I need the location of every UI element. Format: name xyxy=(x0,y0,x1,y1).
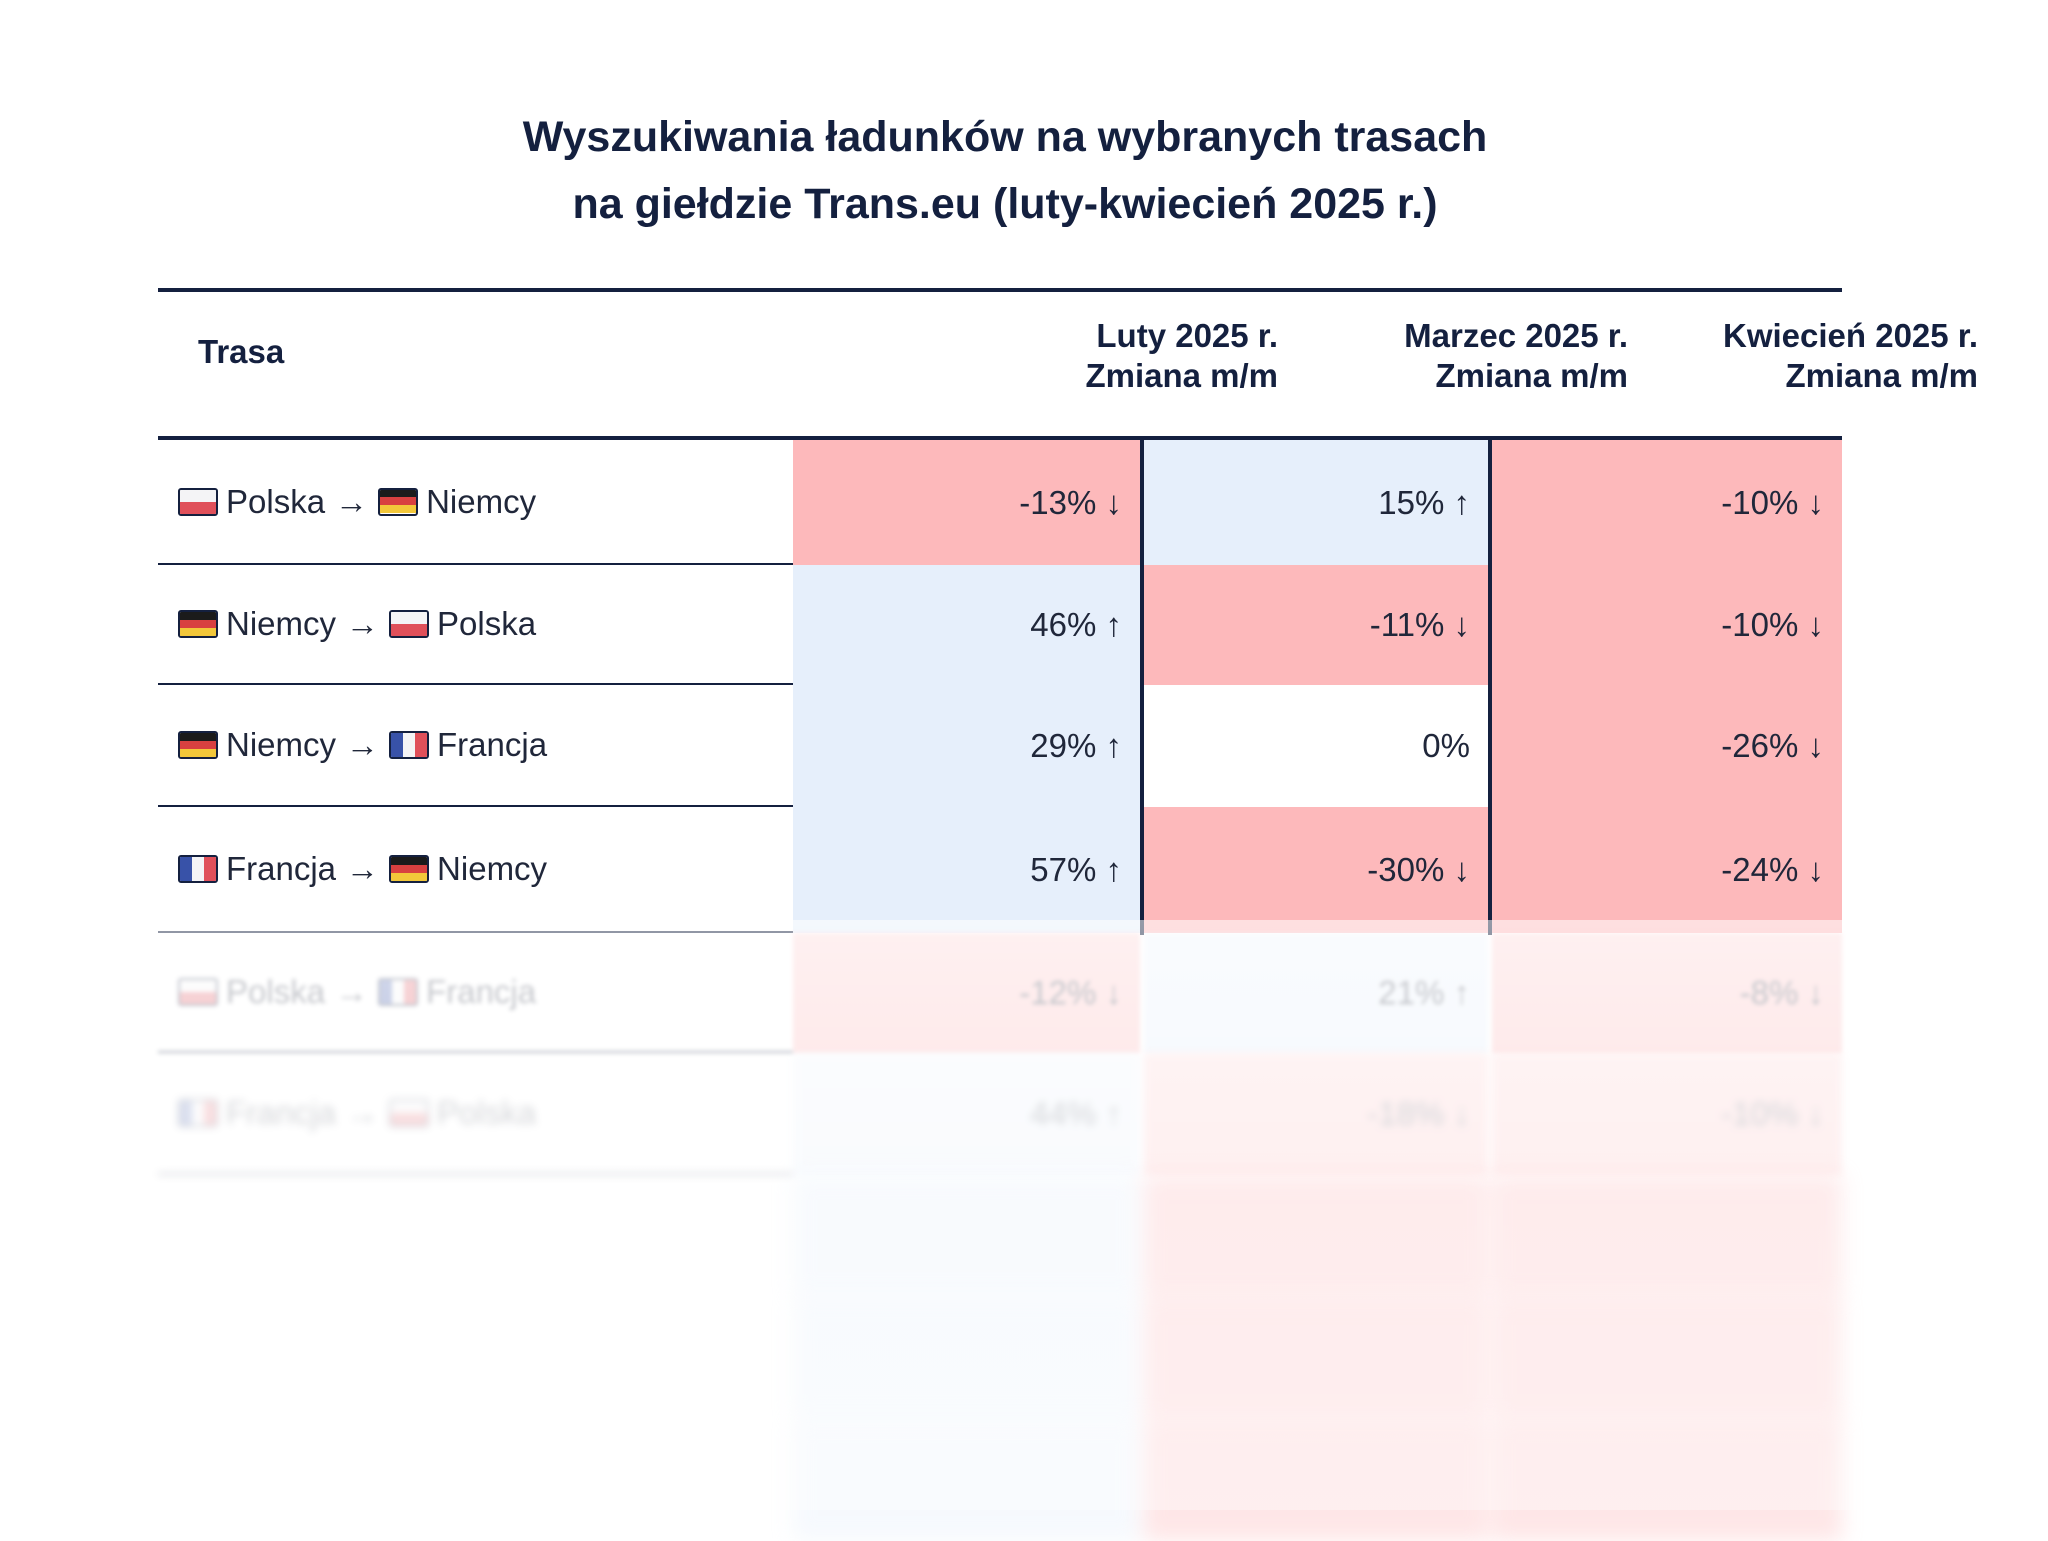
route-cell-obscured xyxy=(158,1175,793,1297)
table-row: Francja → Polska 44% ↑ -18% ↓ -10% ↓ xyxy=(158,1053,1842,1175)
title-line-2: na giełdzie Trans.eu (luty-kwiecień 2025… xyxy=(572,180,1438,228)
march-change-cell: -11% ↓ xyxy=(1144,565,1488,685)
route-origin: Niemcy xyxy=(226,726,337,763)
route-cell-obscured xyxy=(158,1297,793,1419)
route-cell: Polska → Niemcy xyxy=(158,440,793,565)
poland-flag-icon xyxy=(178,978,218,1006)
value-cell-obscured xyxy=(793,1297,1140,1419)
april-change-cell: -10% ↓ xyxy=(1492,440,1842,565)
title-line-1: Wyszukiwania ładunków na wybranych trasa… xyxy=(522,113,1488,161)
march-change-cell: -30% ↓ xyxy=(1144,807,1488,933)
march-change-cell: 0% xyxy=(1144,685,1488,807)
march-change-cell: -18% ↓ xyxy=(1144,1053,1488,1175)
germany-flag-icon xyxy=(178,731,218,759)
april-change-cell: -26% ↓ xyxy=(1492,685,1842,807)
route-arrow-icon: → xyxy=(346,605,380,642)
column-separator-mar-apr xyxy=(1488,440,1492,935)
column-separator-feb-mar xyxy=(1140,440,1144,935)
header-bottom-rule xyxy=(158,436,1842,440)
value-cell-obscured xyxy=(793,1419,1140,1541)
table-top-rule xyxy=(158,288,1842,292)
route-destination: Polska xyxy=(437,1094,537,1131)
march-change-cell: 15% ↑ xyxy=(1144,440,1488,565)
table-row: Polska → Francja -12% ↓ 21% ↑ -8% ↓ xyxy=(158,933,1842,1053)
header-april-line2: Zmiana m/m xyxy=(1785,357,1978,394)
value-cell-obscured xyxy=(1492,1297,1842,1419)
value-cell-obscured xyxy=(1144,1175,1488,1297)
header-route: Trasa xyxy=(198,333,285,370)
table-row: Francja → Niemcy 57% ↑ -30% ↓ -24% ↓ xyxy=(158,807,1842,933)
february-change-cell: -12% ↓ xyxy=(793,933,1140,1053)
germany-flag-icon xyxy=(378,487,419,516)
april-change-cell: -8% ↓ xyxy=(1492,933,1842,1053)
header-april: Kwiecień 2025 r. Zmiana m/m xyxy=(1498,316,1978,396)
route-cell: Niemcy → Polska xyxy=(158,565,793,685)
table-row: Niemcy → Polska 46% ↑ -11% ↓ -10% ↓ xyxy=(158,565,1842,685)
route-origin: Niemcy xyxy=(226,605,337,642)
header-march: Marzec 2025 r. Zmiana m/m xyxy=(1148,316,1628,396)
route-origin: Polska xyxy=(226,973,326,1010)
route-arrow-icon: → xyxy=(346,726,380,763)
april-change-cell: -24% ↓ xyxy=(1492,807,1842,933)
march-change-cell: 21% ↑ xyxy=(1144,933,1488,1053)
route-destination: Niemcy xyxy=(437,850,548,887)
february-change-cell: -13% ↓ xyxy=(793,440,1140,565)
header-february: Luty 2025 r. Zmiana m/m xyxy=(798,316,1278,396)
route-arrow-icon: → xyxy=(346,850,380,887)
header-march-line2: Zmiana m/m xyxy=(1435,357,1628,394)
germany-flag-icon xyxy=(389,855,430,883)
route-destination: Niemcy xyxy=(426,482,537,520)
header-april-line1: Kwiecień 2025 r. xyxy=(1723,317,1978,354)
france-flag-icon xyxy=(389,731,430,759)
table-row-obscured xyxy=(158,1419,1842,1541)
value-cell-obscured xyxy=(1492,1419,1842,1541)
value-cell-obscured xyxy=(793,1175,1140,1297)
table-row-obscured xyxy=(158,1175,1842,1297)
route-origin: Francja xyxy=(226,1094,337,1131)
february-change-cell: 57% ↑ xyxy=(793,807,1140,933)
route-destination: Francja xyxy=(437,726,548,763)
value-cell-obscured xyxy=(1492,1175,1842,1297)
header-february-line1: Luty 2025 r. xyxy=(1096,317,1278,354)
table-row: Niemcy → Francja 29% ↑ 0% -26% ↓ xyxy=(158,685,1842,807)
route-cell-obscured xyxy=(158,1419,793,1541)
france-flag-icon xyxy=(178,1099,218,1127)
france-flag-icon xyxy=(178,855,218,883)
april-change-cell: -10% ↓ xyxy=(1492,565,1842,685)
route-cell: Francja → Niemcy xyxy=(158,807,793,933)
germany-flag-icon xyxy=(178,610,218,638)
route-arrow-icon: → xyxy=(346,1094,380,1131)
route-cell: Niemcy → Francja xyxy=(158,685,793,807)
france-flag-icon xyxy=(378,978,419,1006)
header-february-line2: Zmiana m/m xyxy=(1085,357,1278,394)
header-march-line1: Marzec 2025 r. xyxy=(1404,317,1628,354)
route-arrow-icon: → xyxy=(335,973,369,1010)
february-change-cell: 46% ↑ xyxy=(793,565,1140,685)
value-cell-obscured xyxy=(1144,1419,1488,1541)
route-destination: Polska xyxy=(437,605,537,642)
route-arrow-icon: → xyxy=(335,482,369,520)
february-change-cell: 44% ↑ xyxy=(793,1053,1140,1175)
poland-flag-icon xyxy=(389,1099,430,1127)
table-row: Polska → Niemcy -13% ↓ 15% ↑ -10% ↓ xyxy=(158,440,1842,565)
table-body: Polska → Niemcy -13% ↓ 15% ↑ -10% ↓ Niemcy → Pol… xyxy=(158,440,1842,1541)
value-cell-obscured xyxy=(1144,1297,1488,1419)
table-row-obscured xyxy=(158,1297,1842,1419)
poland-flag-icon xyxy=(389,610,430,638)
route-cell: Francja → Polska xyxy=(158,1053,793,1175)
route-origin: Polska xyxy=(226,482,326,520)
february-change-cell: 29% ↑ xyxy=(793,685,1140,807)
poland-flag-icon xyxy=(178,487,218,516)
april-change-cell: -10% ↓ xyxy=(1492,1053,1842,1175)
route-cell: Polska → Francja xyxy=(158,933,793,1053)
route-destination: Francja xyxy=(426,973,537,1010)
page-title: Wyszukiwania ładunków na wybranych trasa… xyxy=(0,104,2010,238)
route-origin: Francja xyxy=(226,850,337,887)
